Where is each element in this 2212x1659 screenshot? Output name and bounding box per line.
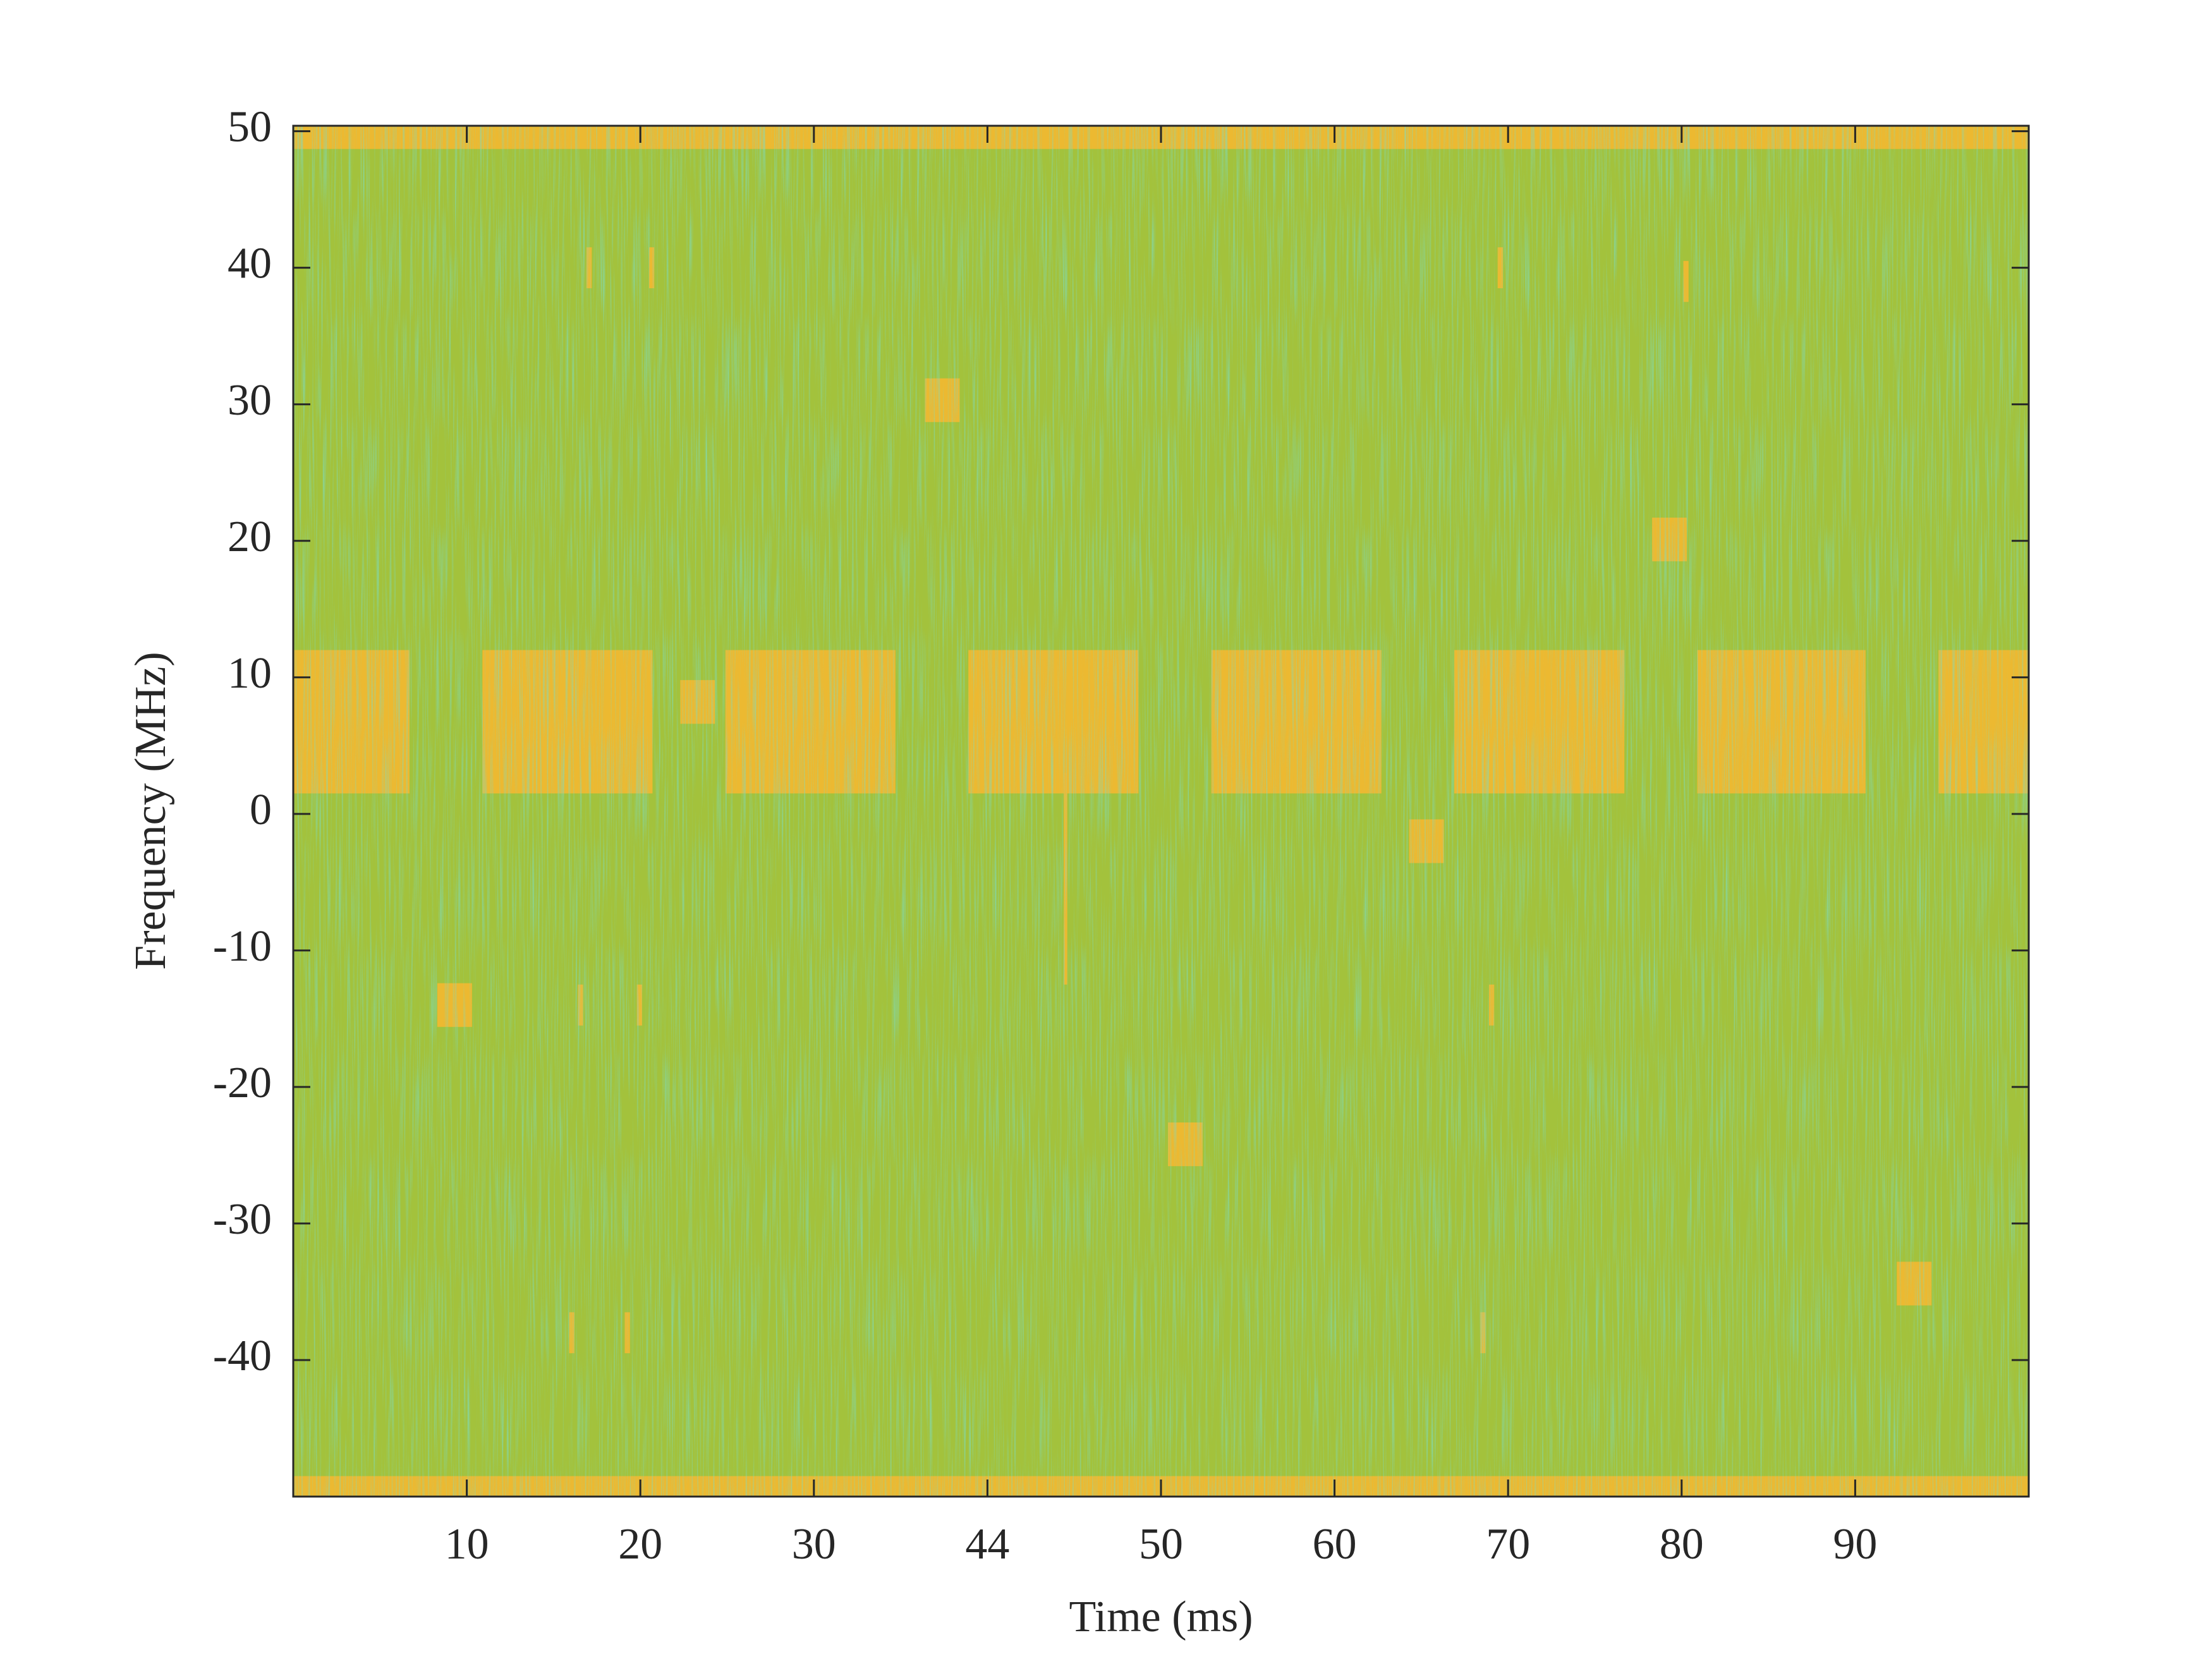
y-tick-label: 0 bbox=[250, 786, 272, 834]
y-tick-label: 20 bbox=[228, 513, 272, 561]
y-tick-label: 10 bbox=[228, 649, 272, 698]
x-tick-label: 30 bbox=[792, 1520, 836, 1569]
y-tick-label: -20 bbox=[213, 1059, 272, 1107]
x-axis-label: Time (ms) bbox=[1069, 1593, 1253, 1641]
x-tick-label: 60 bbox=[1313, 1520, 1357, 1569]
x-tick-label: 10 bbox=[445, 1520, 489, 1569]
x-tick-label: 80 bbox=[1660, 1520, 1704, 1569]
y-tick-label: 50 bbox=[228, 103, 272, 152]
plot-area bbox=[293, 126, 2029, 1497]
y-axis-label: Frequency (MHz) bbox=[126, 652, 175, 969]
x-tick-label: 20 bbox=[618, 1520, 662, 1569]
x-tick-label: 44 bbox=[965, 1520, 1009, 1569]
y-tick-label: -40 bbox=[213, 1332, 272, 1380]
x-tick-label: 70 bbox=[1486, 1520, 1530, 1569]
y-tick-label: 30 bbox=[228, 376, 272, 425]
x-tick-label: 90 bbox=[1833, 1520, 1877, 1569]
noise-texture bbox=[293, 126, 2029, 1497]
y-tick-label: 40 bbox=[228, 240, 272, 288]
y-tick-label: -30 bbox=[213, 1195, 272, 1244]
x-tick-label: 50 bbox=[1139, 1520, 1183, 1569]
y-tick-label: -10 bbox=[213, 922, 272, 971]
